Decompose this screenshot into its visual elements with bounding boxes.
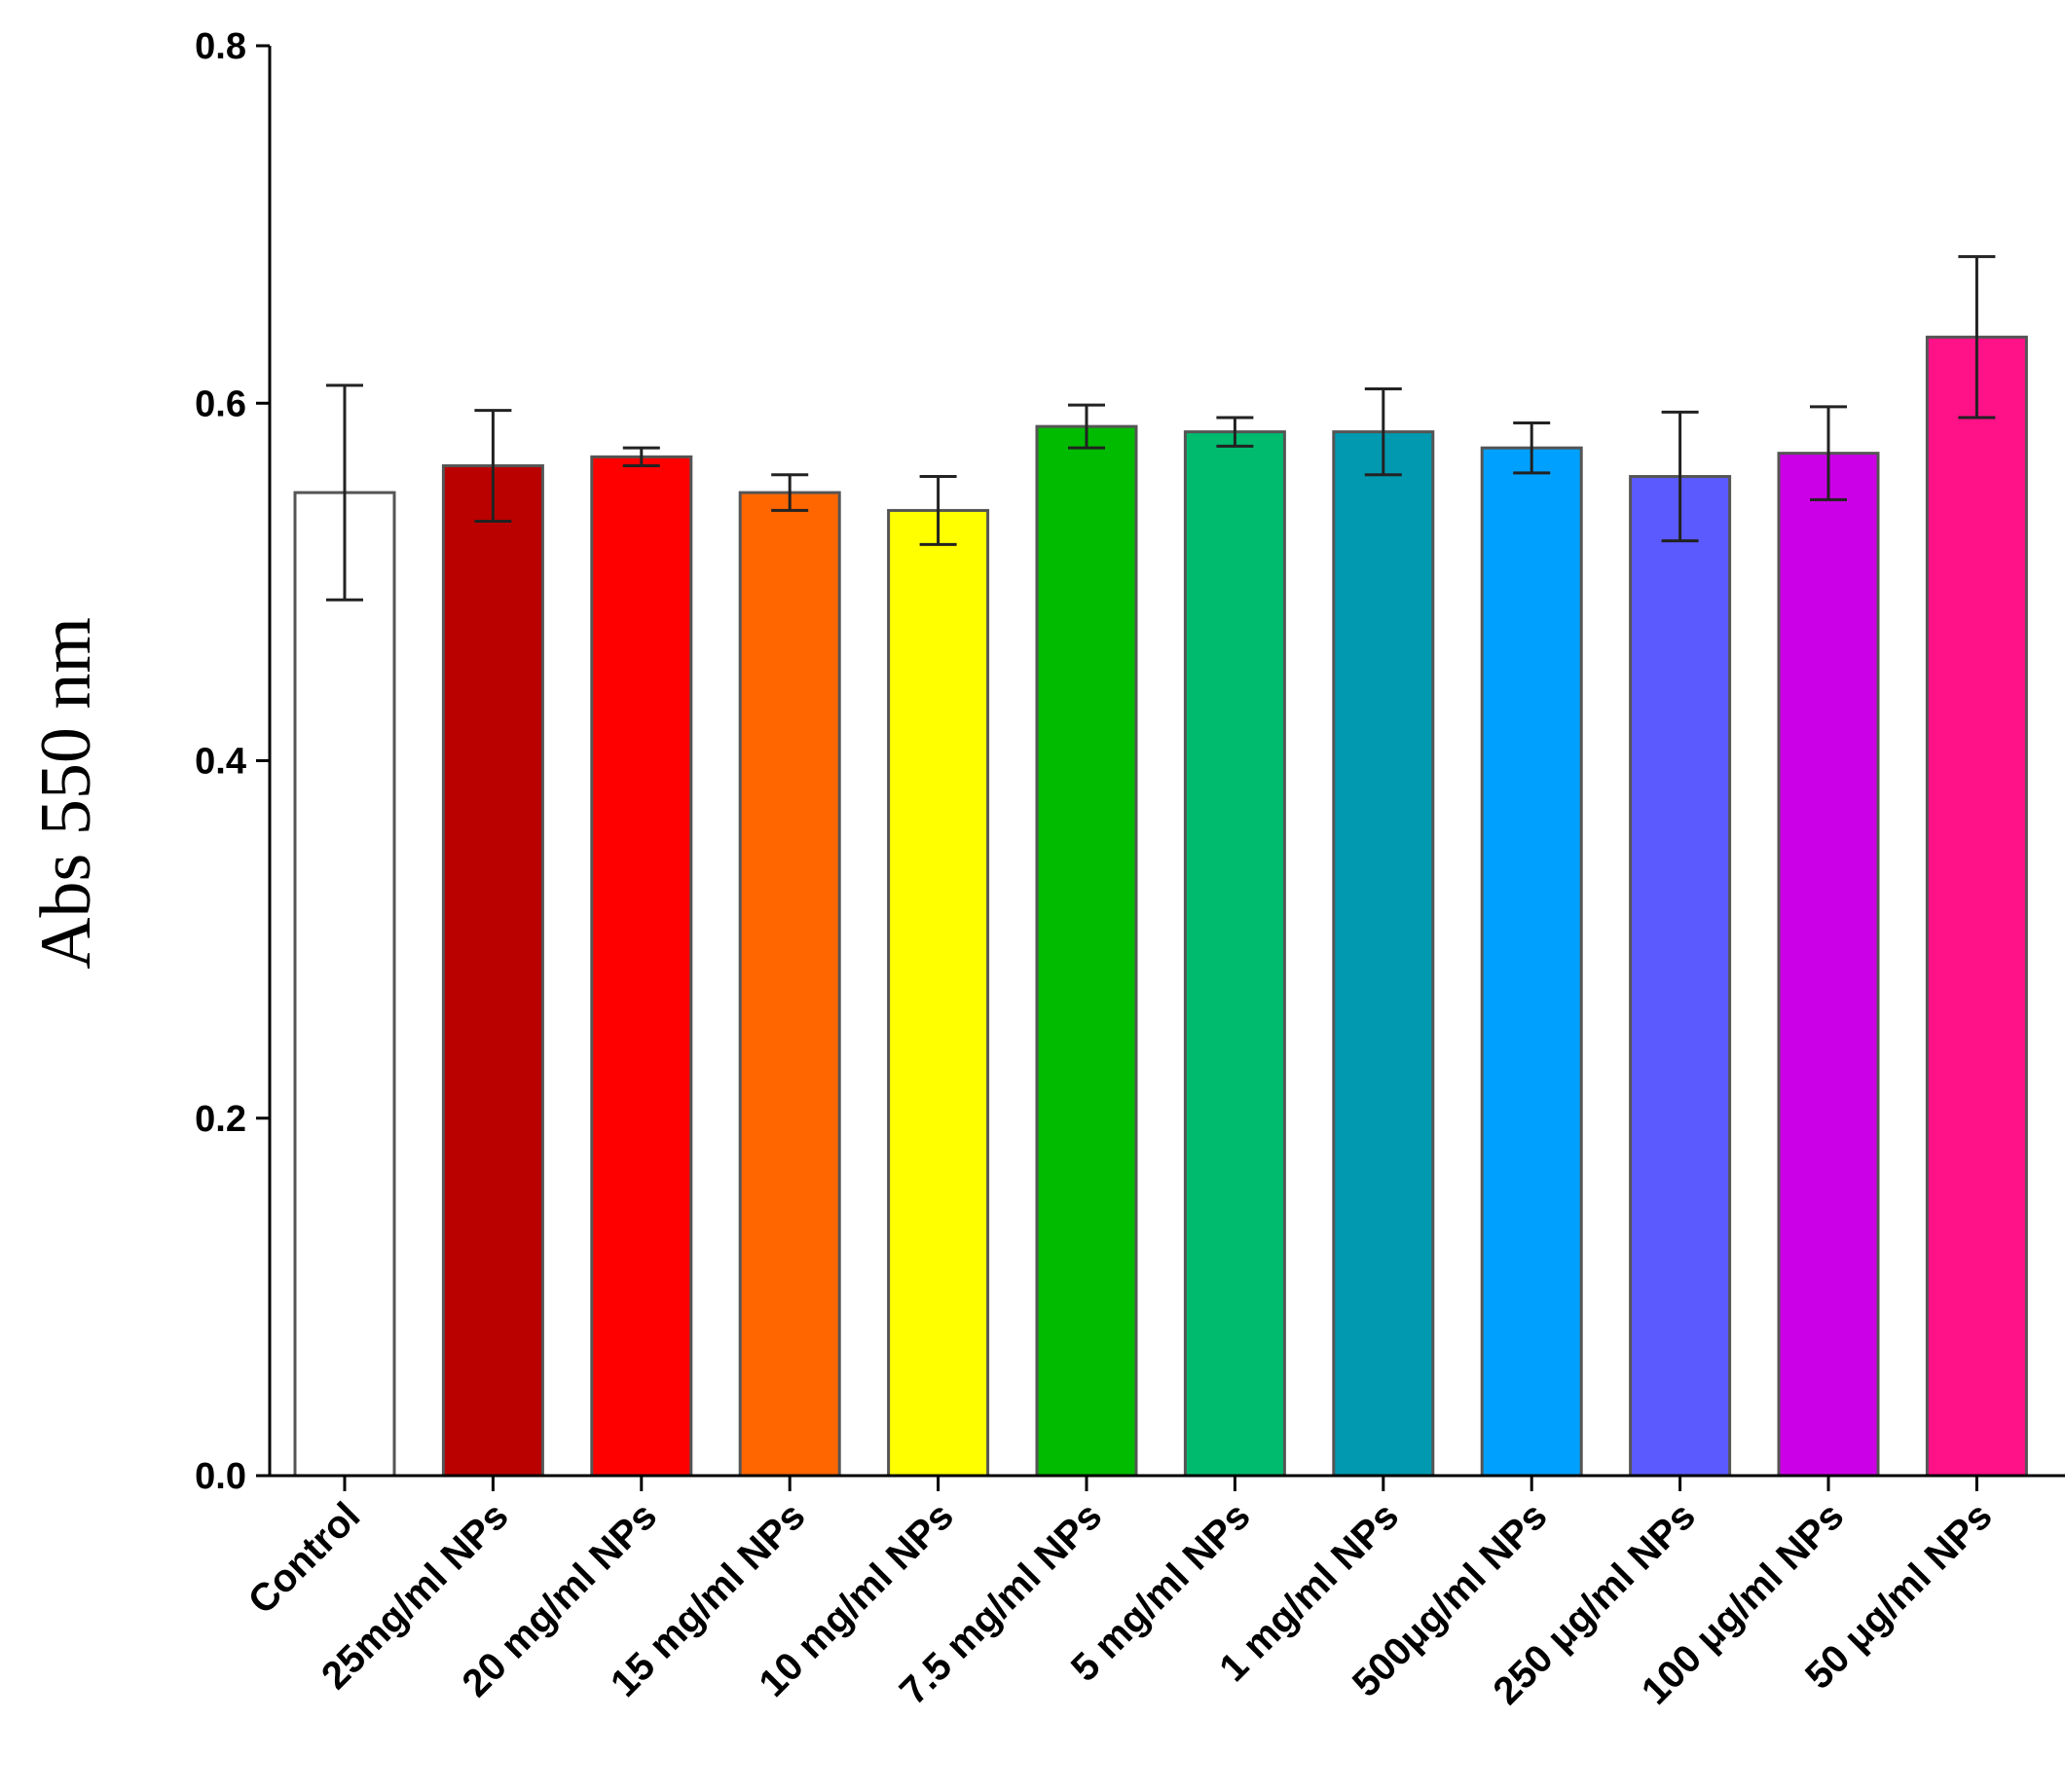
bar (1925, 335, 2028, 1478)
bar (1035, 424, 1138, 1478)
y-tick-label: 0.6 (195, 384, 246, 424)
error-bar (474, 409, 512, 523)
y-axis-title: Abs 550 nm (26, 617, 106, 969)
error-bar (919, 475, 957, 546)
error-bar (622, 446, 660, 468)
bar (590, 455, 693, 1478)
bar (887, 508, 990, 1478)
bar (1480, 446, 1583, 1478)
bar (1332, 430, 1435, 1478)
y-tick-label: 0.4 (195, 742, 246, 783)
y-tick-label: 0.2 (195, 1099, 246, 1140)
bars (293, 335, 2028, 1478)
error-bar (1958, 255, 1996, 420)
error-bars (326, 255, 1996, 602)
error-bar (1216, 416, 1254, 448)
error-bar (326, 384, 363, 602)
error-bar (771, 473, 809, 512)
bar (293, 491, 396, 1478)
error-bar (1810, 405, 1847, 501)
bar (441, 464, 544, 1478)
y-axis: 0.0 0.2 0.4 0.6 0.8 (195, 26, 272, 1497)
bar (1777, 452, 1880, 1478)
error-bar (1513, 421, 1551, 475)
y-tick-label: 0.0 (195, 1456, 246, 1497)
y-tick-label: 0.8 (195, 26, 246, 67)
x-tick-label: Control (240, 1494, 369, 1623)
error-bar (1068, 403, 1105, 450)
bar (1183, 430, 1286, 1478)
error-bar (1364, 387, 1402, 477)
error-bar (1661, 410, 1699, 543)
bar (738, 491, 841, 1478)
bar (1629, 475, 1732, 1478)
